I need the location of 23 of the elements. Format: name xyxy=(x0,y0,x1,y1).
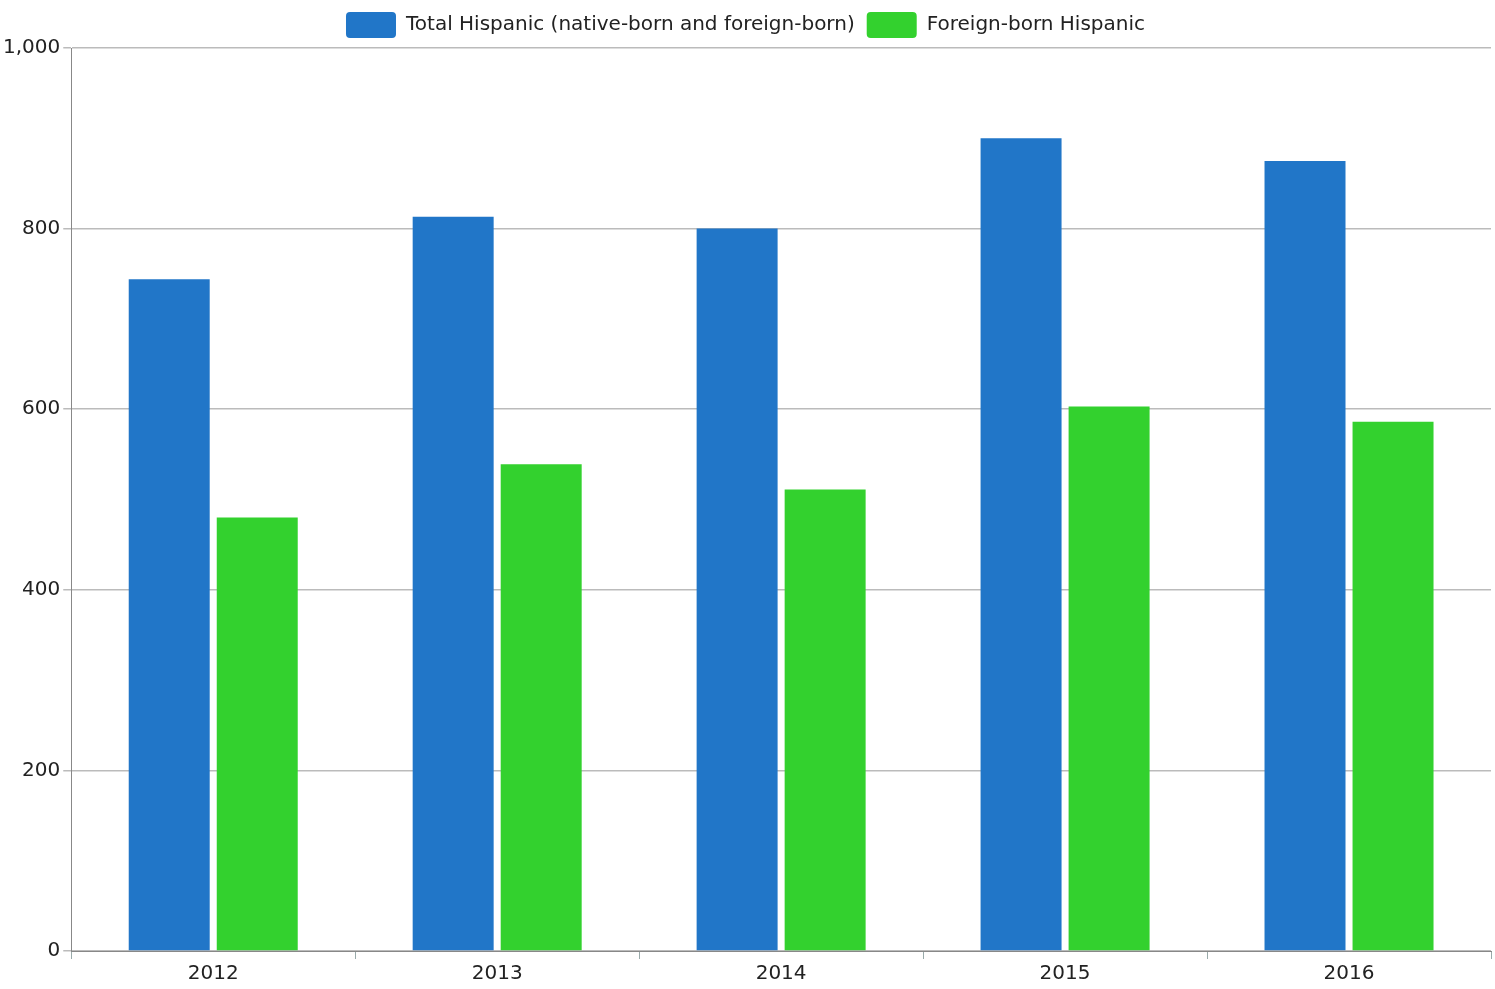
x-tick-label: 2013 xyxy=(471,960,523,985)
bar xyxy=(216,517,298,951)
y-tick-label: 600 xyxy=(22,395,61,420)
y-tick-label: 200 xyxy=(22,756,61,781)
y-tick-label: 0 xyxy=(47,937,61,962)
legend-label: Total Hispanic (native-born and foreign-born) xyxy=(404,11,855,36)
bar xyxy=(1352,421,1434,951)
bar xyxy=(500,464,582,951)
x-tick-label: 2015 xyxy=(1039,960,1091,985)
legend-label: Foreign-born Hispanic xyxy=(926,11,1146,36)
y-tick-label: 1,000 xyxy=(2,34,61,59)
x-tick-label: 2016 xyxy=(1323,960,1375,985)
y-tick-label: 400 xyxy=(22,576,61,600)
bar xyxy=(696,228,778,951)
y-tick-label: 800 xyxy=(22,214,61,239)
x-tick-label: 2012 xyxy=(187,960,239,985)
bar xyxy=(412,216,494,951)
bar xyxy=(980,138,1062,951)
bar xyxy=(1068,406,1150,951)
bar xyxy=(784,489,866,951)
bar xyxy=(128,279,210,951)
x-tick-label: 2014 xyxy=(755,960,807,985)
bar xyxy=(1264,160,1346,951)
